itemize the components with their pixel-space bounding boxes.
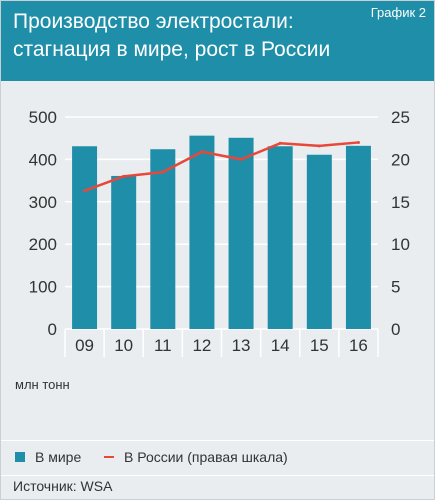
point-russia: [161, 170, 165, 174]
legend-item-russia: В России (правая шкала): [104, 449, 288, 465]
x-tick-label: 13: [232, 336, 251, 355]
point-russia: [239, 157, 243, 161]
x-tick-label: 09: [75, 336, 94, 355]
chart-title: Производство электростали: стагнация в м…: [13, 8, 353, 64]
x-tick-label: 14: [271, 336, 290, 355]
legend-item-world: В мире: [15, 449, 81, 465]
legend-label-world: В мире: [35, 449, 82, 465]
bar-world: [111, 175, 137, 329]
y-left-tick-label: 500: [29, 108, 57, 127]
source-note: Источник: WSA: [13, 478, 113, 494]
y-right-tick-label: 20: [391, 150, 410, 169]
y-right-tick-label: 0: [391, 320, 400, 339]
chart-title-line-2: стагнация в мире, рост в России: [13, 38, 331, 61]
point-russia: [122, 174, 126, 178]
point-russia: [278, 141, 282, 145]
legend-label-russia: В России (правая шкала): [124, 449, 288, 465]
graph-number-label: График 2: [370, 5, 426, 20]
y-right-tick-label: 5: [391, 278, 400, 297]
x-tick-label: 10: [114, 336, 133, 355]
y-left-tick-label: 300: [29, 193, 57, 212]
x-tick-label: 16: [349, 336, 368, 355]
point-russia: [356, 140, 360, 144]
y-right-tick-label: 25: [391, 108, 410, 127]
point-russia: [317, 144, 321, 148]
chart-legend: В мире В России (правая шкала): [1, 440, 434, 476]
bar-world: [189, 135, 215, 329]
y-right-tick-label: 15: [391, 193, 410, 212]
point-russia: [83, 189, 87, 193]
x-tick-label: 11: [154, 336, 172, 355]
y-left-tick-label: 100: [29, 278, 57, 297]
y-left-tick-label: 200: [29, 235, 57, 254]
y-left-tick-label: 400: [29, 150, 57, 169]
x-tick-label: 12: [192, 336, 211, 355]
unit-label: млн тонн: [15, 377, 70, 392]
bar-world: [72, 146, 98, 329]
bar-world: [228, 137, 254, 329]
chart-svg: 0 100 200 300 400 500 0 5 10 15 20 25 09 10 11 12 13 14 15…: [29, 108, 410, 357]
bar-world: [306, 154, 332, 329]
chart-title-line-1: Производство электростали:: [13, 10, 294, 33]
chart-header: Производство электростали: стагнация в м…: [1, 1, 434, 81]
y-right-tick-label: 10: [391, 235, 410, 254]
bar-world: [267, 146, 293, 329]
bar-world: [345, 145, 371, 329]
y-left-tick-label: 0: [48, 320, 57, 339]
point-russia: [200, 150, 204, 154]
bar-world: [150, 149, 176, 329]
legend-swatch-russia: [104, 456, 114, 458]
legend-swatch-world: [15, 452, 25, 462]
chart-panel: 0 100 200 300 400 500 0 5 10 15 20 25 09 10 11 12 13 14 15…: [1, 81, 434, 425]
line-russia: [84, 141, 359, 192]
x-tick-label: 15: [310, 336, 329, 355]
